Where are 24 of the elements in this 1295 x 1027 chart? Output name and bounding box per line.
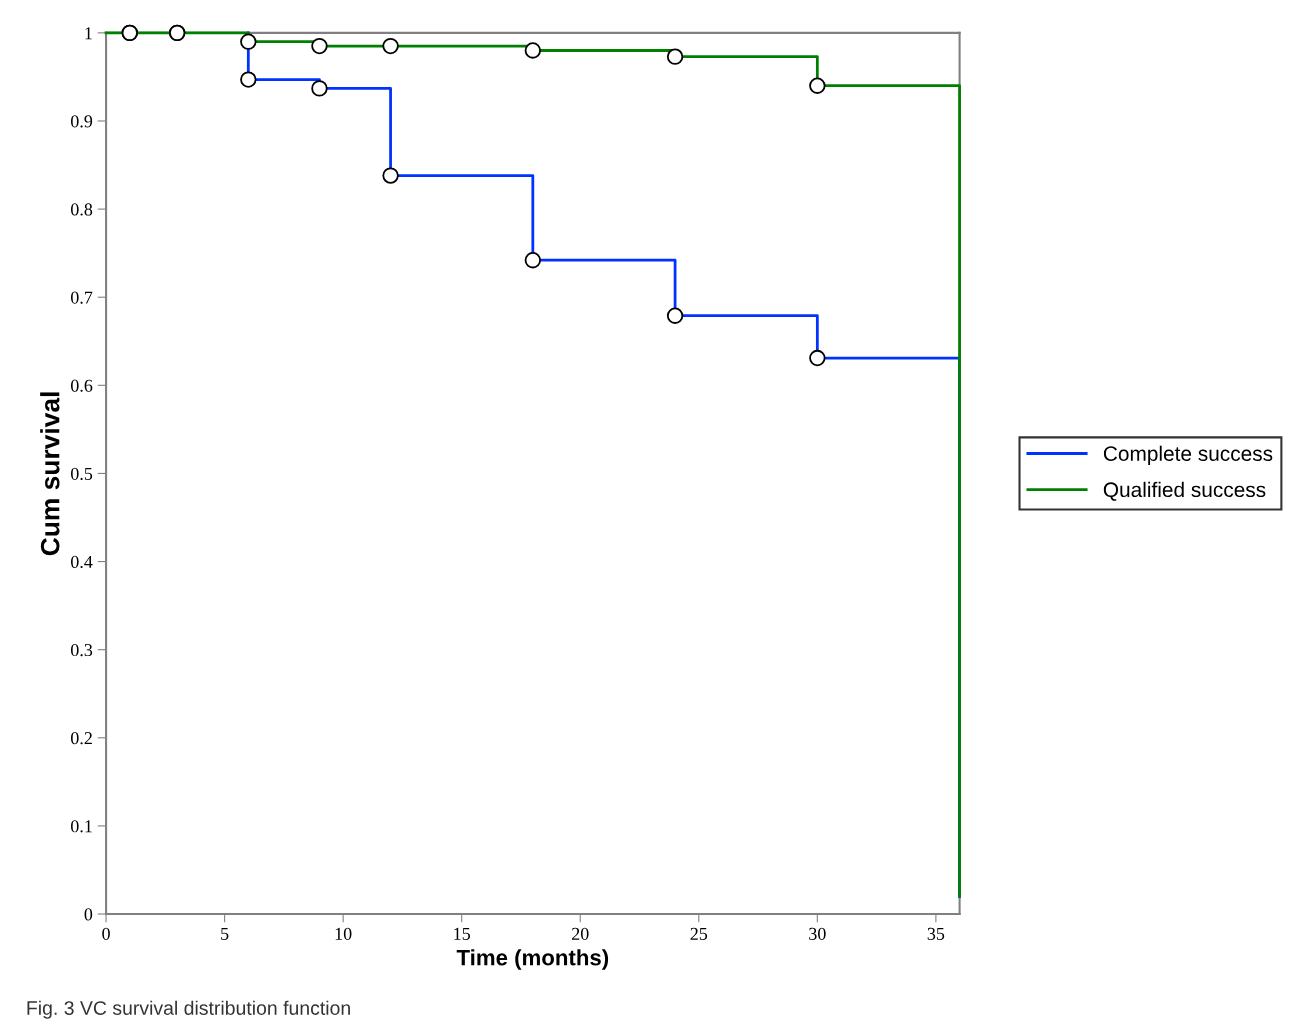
legend-label: Complete success xyxy=(1103,445,1273,466)
y-tick-label: 0.3 xyxy=(70,643,93,657)
y-tick-label: 0.1 xyxy=(70,820,92,833)
x-tick-label: 15 xyxy=(454,927,471,940)
y-axis-title: Cum survival xyxy=(40,392,60,556)
x-tick-label: 20 xyxy=(572,927,589,940)
caption: Fig. 3 VC survival distribution function xyxy=(27,1000,350,1019)
x-tick-label: 0 xyxy=(102,927,110,940)
x-tick-label: 25 xyxy=(690,927,708,940)
x-tick-label: 5 xyxy=(221,927,229,940)
x-axis-title: Time (months) xyxy=(456,949,609,970)
legend-label: Qualified success xyxy=(1103,481,1266,501)
y-tick-label: 0.5 xyxy=(70,467,93,480)
y-tick-label: 0.7 xyxy=(70,291,93,304)
y-tick-label: 0.9 xyxy=(70,115,93,128)
y-tick-label: 0 xyxy=(84,908,93,921)
y-tick-label: 0.2 xyxy=(70,732,92,745)
y-tick-label: 0.6 xyxy=(70,379,93,392)
x-tick-label: 10 xyxy=(335,927,352,940)
y-tick-label: 0.4 xyxy=(70,555,93,569)
y-tick-label: 1 xyxy=(85,27,92,40)
y-tick-label: 0.8 xyxy=(70,203,93,216)
x-tick-label: 30 xyxy=(809,927,826,940)
x-tick-label: 35 xyxy=(927,927,945,940)
